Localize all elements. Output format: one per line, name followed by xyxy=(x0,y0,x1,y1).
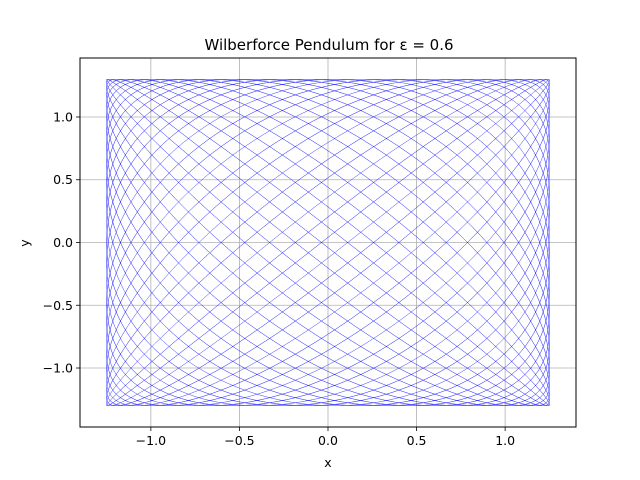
series-line xyxy=(106,79,550,406)
y-axis-label: y xyxy=(17,239,32,247)
x-tick-label: −0.5 xyxy=(224,433,254,448)
y-tick-label: 1.0 xyxy=(53,109,73,124)
x-tick-label: 0.0 xyxy=(318,433,338,448)
y-tick-label: 0.0 xyxy=(53,235,73,250)
y-axis: −1.0 −0.5 0.0 0.5 1.0 xyxy=(43,109,80,376)
grid xyxy=(80,58,576,427)
x-tick-label: 1.0 xyxy=(495,433,515,448)
x-tick-label: 0.5 xyxy=(407,433,427,448)
x-axis: −1.0 −0.5 0.0 0.5 1.0 xyxy=(136,427,515,448)
chart-title: Wilberforce Pendulum for ε = 0.6 xyxy=(204,36,453,54)
y-tick-label: −1.0 xyxy=(43,361,73,376)
x-axis-label: x xyxy=(324,455,331,470)
y-tick-label: −0.5 xyxy=(43,298,73,313)
plot-area xyxy=(106,79,550,406)
x-tick-label: −1.0 xyxy=(136,433,166,448)
y-tick-label: 0.5 xyxy=(53,172,73,187)
